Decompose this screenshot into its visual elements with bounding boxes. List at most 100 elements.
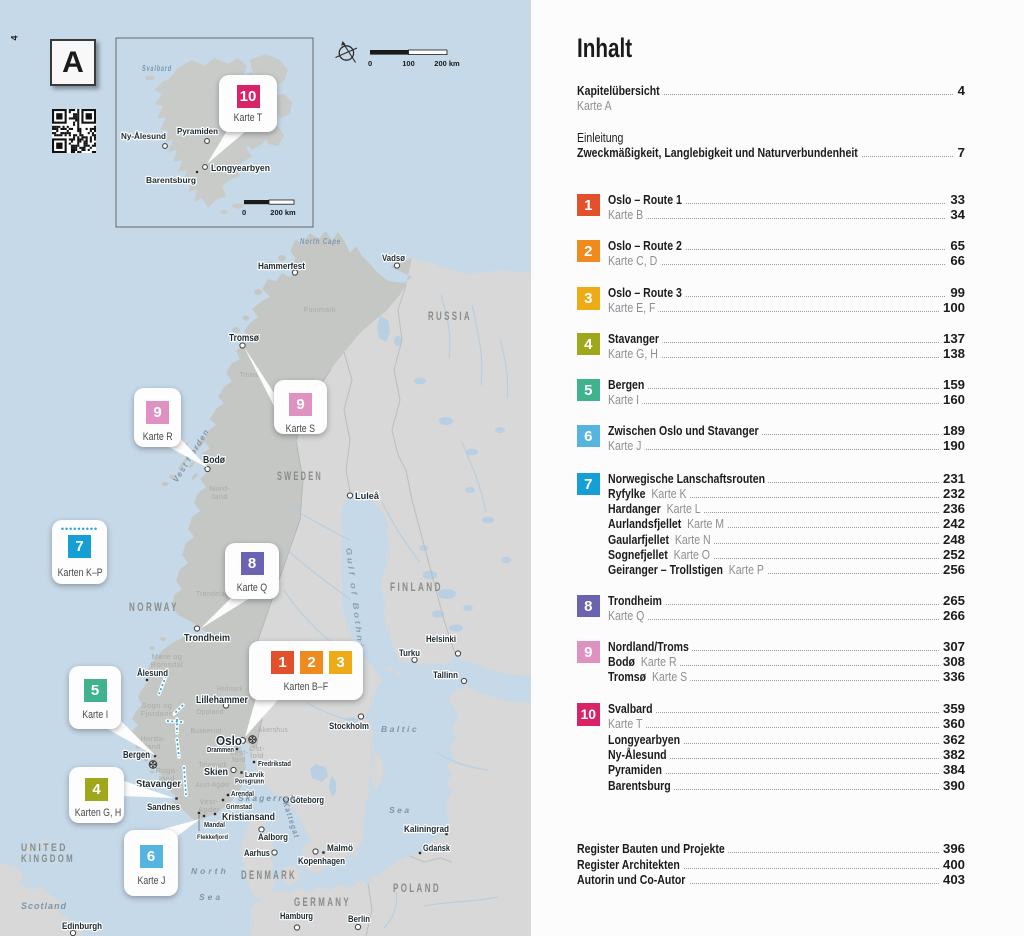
svg-text:Barentsburg: Barentsburg [146, 175, 196, 185]
svg-text:Romsdal: Romsdal [151, 660, 183, 669]
svg-text:Göteborg: Göteborg [290, 795, 324, 805]
svg-text:Flekkefjord: Flekkefjord [197, 834, 228, 841]
svg-text:Stockholm: Stockholm [329, 721, 369, 731]
svg-text:Vest-: Vest- [229, 748, 248, 757]
svg-text:Edinburgh: Edinburgh [62, 921, 102, 931]
svg-text:Bodø: Bodø [203, 455, 226, 466]
svg-text:SWEDEN: SWEDEN [277, 469, 323, 483]
svg-text:Trondheim: Trondheim [184, 633, 230, 644]
svg-text:Ålesund: Ålesund [137, 668, 168, 678]
svg-text:Horda-: Horda- [140, 734, 165, 743]
svg-text:Mandal: Mandal [204, 822, 225, 829]
svg-text:0: 0 [368, 59, 372, 68]
svg-text:KINGDOM: KINGDOM [21, 853, 75, 865]
svg-text:200 km: 200 km [434, 59, 460, 68]
svg-text:Porsgrunn: Porsgrunn [235, 779, 264, 786]
svg-text:Ny-Ålesund: Ny-Ålesund [121, 131, 166, 141]
svg-text:Arendal: Arendal [231, 791, 254, 798]
svg-text:Lillehammer: Lillehammer [196, 695, 248, 706]
svg-text:Tromsø: Tromsø [229, 333, 260, 344]
svg-text:NORWAY: NORWAY [129, 600, 179, 614]
svg-text:Larvik: Larvik [245, 772, 264, 779]
svg-text:Arendal: Arendal [231, 791, 254, 798]
svg-text:GERMANY: GERMANY [294, 895, 351, 909]
svg-text:Flekkefjord: Flekkefjord [197, 834, 228, 841]
svg-text:Møre og: Møre og [152, 652, 183, 661]
svg-text:Malmö: Malmö [327, 843, 353, 853]
svg-text:Hammerfest: Hammerfest [258, 261, 305, 271]
svg-text:Longyearbyen: Longyearbyen [211, 163, 270, 173]
svg-text:Fjordane: Fjordane [141, 709, 174, 718]
svg-text:Scotland: Scotland [21, 901, 67, 911]
svg-text:Stavanger: Stavanger [136, 779, 181, 790]
svg-text:Porsgrunn: Porsgrunn [235, 779, 264, 786]
svg-text:Aust-Agder: Aust-Agder [196, 780, 231, 789]
svg-text:100: 100 [402, 59, 415, 68]
svg-text:Tallinn: Tallinn [433, 670, 458, 680]
svg-text:Hamburg: Hamburg [280, 911, 313, 921]
svg-text:land: land [159, 774, 175, 783]
svg-text:Sea: Sea [389, 805, 412, 815]
svg-text:Malmö: Malmö [327, 843, 353, 853]
svg-text:Sea: Sea [199, 892, 223, 902]
svg-text:Akershus: Akershus [258, 725, 288, 734]
svg-text:Pyramiden: Pyramiden [177, 126, 218, 136]
svg-text:Turku: Turku [399, 648, 420, 658]
svg-text:Gdańsk: Gdańsk [423, 843, 451, 853]
svg-text:Berlin: Berlin [348, 914, 370, 924]
svg-text:Bergen: Bergen [123, 750, 150, 761]
svg-text:Oppland: Oppland [197, 707, 224, 716]
svg-text:Gdańsk: Gdańsk [423, 843, 451, 853]
svg-text:Skien: Skien [204, 767, 228, 778]
svg-text:Turku: Turku [399, 648, 420, 658]
svg-text:Kaliningrad: Kaliningrad [404, 824, 449, 834]
svg-text:Bodø: Bodø [203, 455, 226, 466]
svg-text:Nord-: Nord- [210, 484, 231, 493]
svg-text:Agder: Agder [198, 805, 220, 814]
svg-text:Vest-: Vest- [199, 797, 218, 806]
svg-text:Aarhus: Aarhus [244, 848, 270, 858]
svg-text:Tallinn: Tallinn [433, 670, 458, 680]
svg-text:Aarhus: Aarhus [244, 848, 270, 858]
svg-text:Larvik: Larvik [245, 772, 264, 779]
svg-text:Kaliningrad: Kaliningrad [404, 824, 449, 834]
svg-text:POLAND: POLAND [393, 881, 441, 895]
svg-text:0: 0 [242, 208, 246, 217]
svg-text:Ny-Ålesund: Ny-Ålesund [121, 131, 166, 141]
svg-text:Oslo: Oslo [216, 734, 242, 748]
svg-text:Hammerfest: Hammerfest [258, 261, 305, 271]
svg-text:Luleå: Luleå [355, 491, 380, 501]
svg-text:fold: fold [250, 751, 264, 760]
svg-text:Grimstad: Grimstad [226, 804, 252, 811]
svg-text:Bergen: Bergen [123, 750, 150, 761]
svg-text:Sandnes: Sandnes [147, 802, 180, 812]
svg-text:Lillehammer: Lillehammer [196, 695, 248, 706]
svg-text:Aalborg: Aalborg [258, 832, 288, 842]
svg-text:Pyramiden: Pyramiden [177, 126, 218, 136]
svg-text:fold: fold [232, 755, 246, 764]
svg-text:Roga-: Roga- [156, 766, 179, 775]
svg-text:Kristiansand: Kristiansand [222, 812, 275, 823]
svg-text:Ålesund: Ålesund [137, 668, 168, 678]
svg-text:FINLAND: FINLAND [390, 580, 443, 594]
svg-text:land: land [212, 492, 228, 501]
svg-text:Finnmark: Finnmark [304, 305, 336, 314]
svg-text:Sandnes: Sandnes [147, 802, 180, 812]
svg-text:Barentsburg: Barentsburg [146, 175, 196, 185]
svg-text:land: land [145, 742, 161, 751]
svg-text:Vadsø: Vadsø [382, 253, 405, 263]
svg-text:UNITED: UNITED [21, 842, 68, 854]
svg-text:Trøndelag: Trøndelag [196, 589, 229, 598]
svg-text:Edinburgh: Edinburgh [62, 921, 102, 931]
svg-text:Baltic: Baltic [381, 724, 419, 734]
svg-text:Aalborg: Aalborg [258, 832, 288, 842]
svg-text:Fredrikstad: Fredrikstad [258, 761, 291, 768]
svg-text:200 km: 200 km [270, 208, 296, 217]
svg-text:Tromsø: Tromsø [229, 333, 260, 344]
svg-text:Kopenhagen: Kopenhagen [298, 856, 345, 866]
svg-text:Trondheim: Trondheim [184, 633, 230, 644]
svg-text:Buskerud: Buskerud [191, 726, 222, 735]
svg-text:Kopenhagen: Kopenhagen [298, 856, 345, 866]
svg-text:Hamburg: Hamburg [280, 911, 313, 921]
svg-text:Sogn og: Sogn og [142, 701, 173, 710]
